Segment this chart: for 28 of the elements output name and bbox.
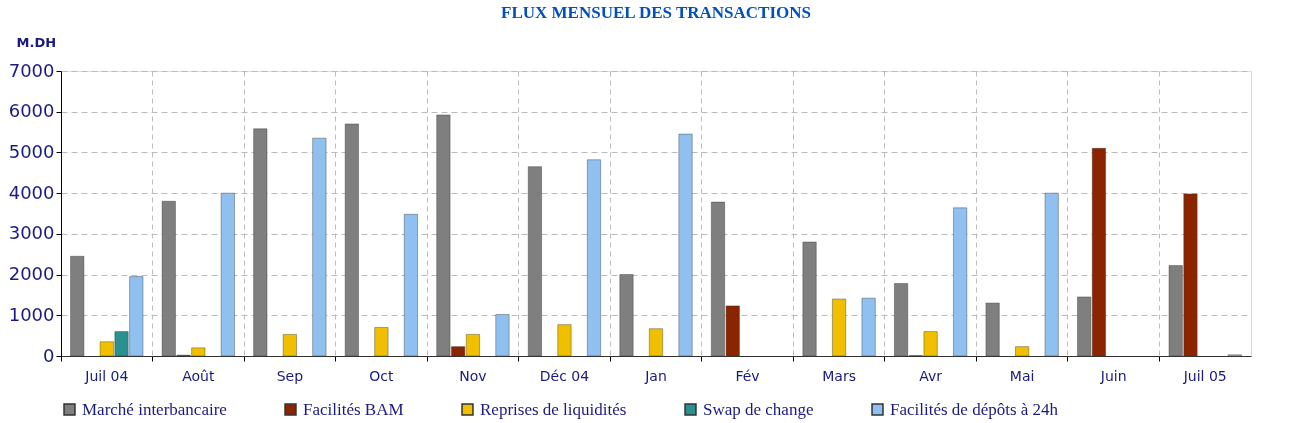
x-tick-label: Fév <box>735 367 760 384</box>
y-tick-label: 1000 <box>8 303 55 325</box>
legend-label: Facilités BAM <box>303 399 404 419</box>
x-tick-label: Déc 04 <box>539 367 590 384</box>
x-tick-label: Juin <box>1099 367 1127 384</box>
y-tick-label: 3000 <box>8 222 55 244</box>
x-tick-label: Nov <box>459 367 487 384</box>
x-tick-label: Août <box>182 367 215 384</box>
x-tick-label: Juil 04 <box>84 367 129 384</box>
legend-label: Reprises de liquidités <box>480 399 627 419</box>
y-tick-label: 0 <box>43 344 55 366</box>
x-tick-label: Avr <box>919 367 943 384</box>
legend-label: Marché interbancaire <box>82 399 227 419</box>
x-tick-label: Jan <box>644 367 667 384</box>
y-axis-title: M.DH <box>16 34 57 50</box>
chart-title: FLUX MENSUEL DES TRANSACTIONS <box>500 3 812 22</box>
y-tick-label: 7000 <box>8 59 55 81</box>
x-tick-label: Juil 05 <box>1182 367 1227 384</box>
legend-label: Swap de change <box>703 399 814 419</box>
y-tick-label: 5000 <box>8 140 55 162</box>
x-tick-label: Mai <box>1009 367 1035 384</box>
y-tick-label: 2000 <box>8 263 55 285</box>
x-tick-label: Oct <box>369 367 394 384</box>
y-tick-label: 4000 <box>8 181 55 203</box>
x-tick-label: Sep <box>276 367 304 384</box>
legend-label: Facilités de dépôts à 24h <box>890 399 1059 419</box>
y-tick-label: 6000 <box>8 100 55 122</box>
x-tick-label: Mars <box>822 367 856 384</box>
